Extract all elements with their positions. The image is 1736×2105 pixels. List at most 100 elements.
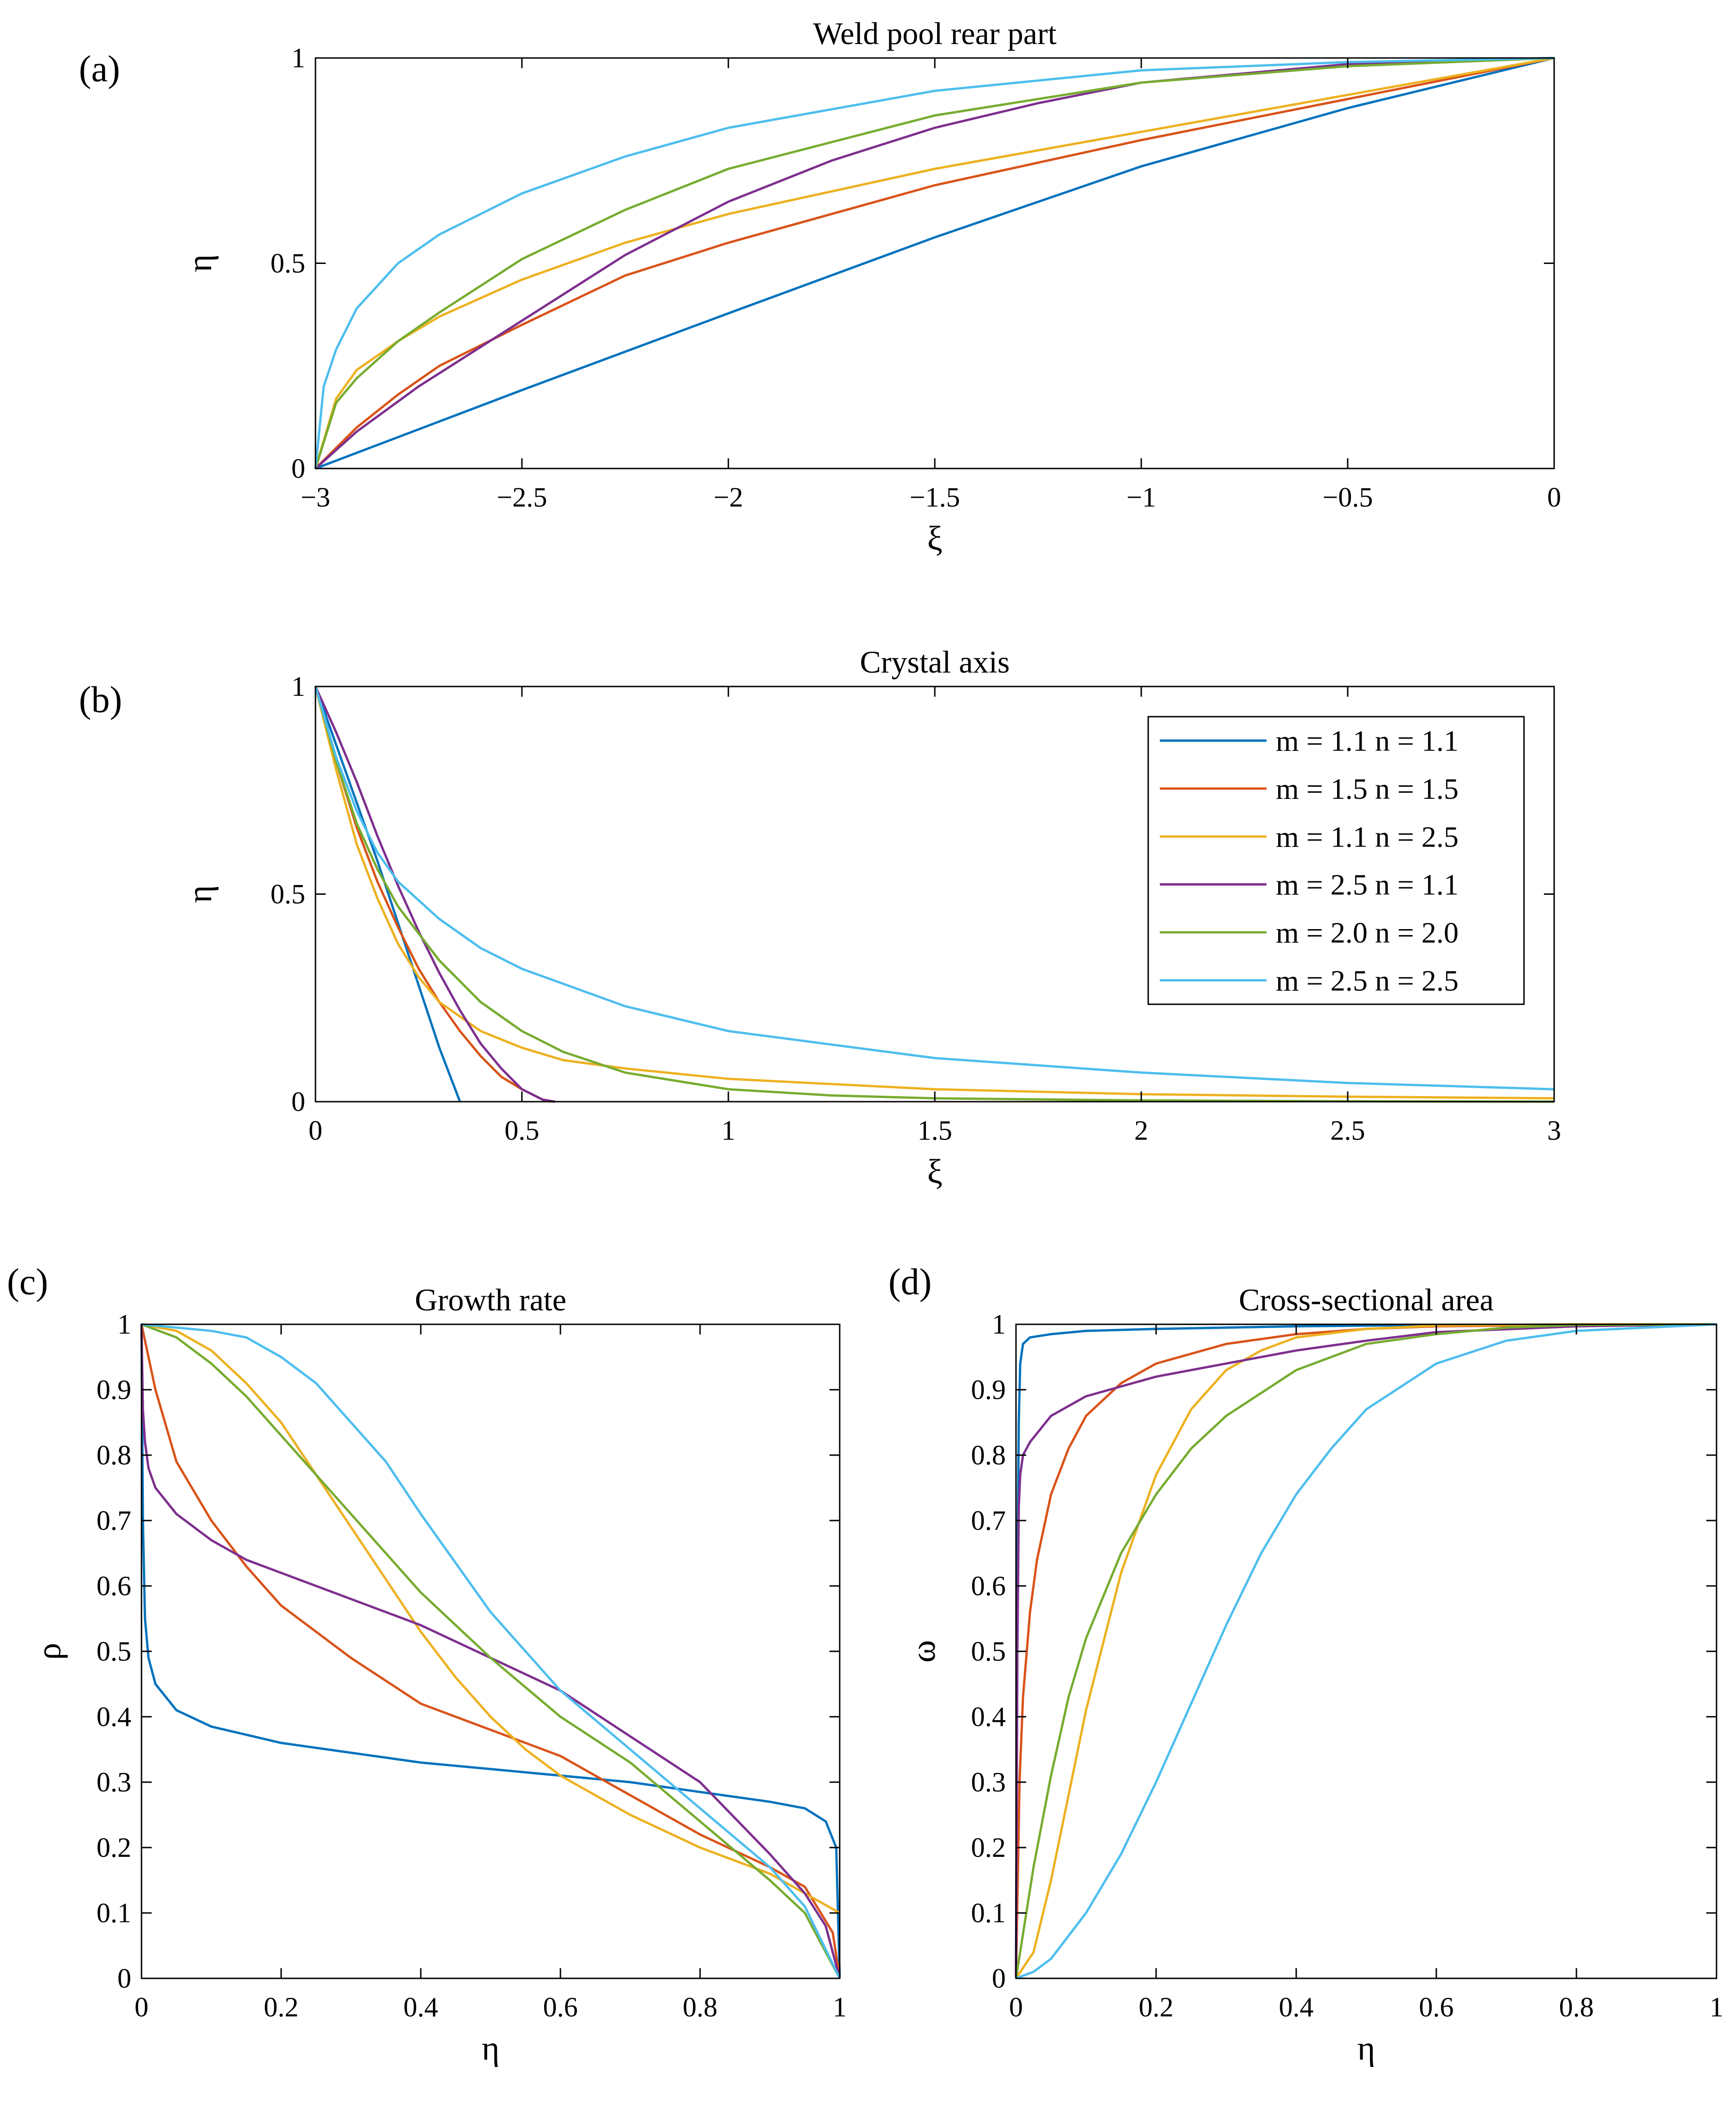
legend-label-3: m = 1.1 n = 2.5: [1276, 820, 1459, 853]
axes-box-c: [141, 1323, 841, 1979]
y-axis-label-d: ω: [905, 1640, 943, 1663]
x-tick-label: −3: [301, 482, 330, 513]
series-line-d-1: [1015, 1323, 1717, 1979]
legend-label-5: m = 2.0 n = 2.0: [1276, 916, 1459, 949]
panel-label-c: (c): [7, 1262, 48, 1303]
x-tick-label: −1.5: [910, 482, 960, 513]
chart-title-c: Growth rate: [415, 1282, 566, 1317]
y-tick-label: 0.9: [96, 1374, 131, 1405]
x-tick-label: 0.5: [505, 1115, 540, 1146]
x-tick-label: 0: [1009, 1992, 1023, 2022]
x-tick-label: 2.5: [1331, 1115, 1365, 1146]
series-line-c-5: [141, 1323, 841, 1979]
y-tick-label: 0: [291, 453, 305, 484]
series-line-c-1: [140, 1324, 841, 1979]
y-tick-label: 1: [291, 43, 305, 73]
legend-label-4: m = 2.5 n = 1.1: [1276, 868, 1459, 901]
series-line-b-6: [314, 686, 1555, 1091]
x-tick-label: 0: [309, 1115, 322, 1146]
legend-label-2: m = 1.5 n = 1.5: [1276, 772, 1459, 805]
y-tick-label: 0.7: [971, 1505, 1006, 1536]
panel-label-d: (d): [888, 1262, 932, 1303]
x-tick-label: 0.4: [1279, 1992, 1314, 2022]
legend-label-1: m = 1.1 n = 1.1: [1276, 725, 1459, 757]
series-line-a-1: [315, 57, 1555, 470]
series-line-c-6: [141, 1323, 841, 1979]
y-axis-label-c: ρ: [30, 1643, 68, 1660]
series-line-a-6: [314, 57, 1555, 469]
y-tick-label: 0.6: [96, 1571, 131, 1601]
y-axis-label-b: η: [181, 885, 219, 903]
axes-box-d: [1015, 1323, 1717, 1979]
series-line-d-2: [1015, 1323, 1717, 1979]
chart-title-a: Weld pool rear part: [813, 16, 1056, 51]
x-tick-label: 1: [721, 1115, 735, 1146]
x-tick-label: −2.5: [497, 482, 547, 513]
x-tick-label: 0.8: [683, 1992, 718, 2022]
y-tick-label: 0.6: [971, 1571, 1006, 1601]
panel-d: 0 0.2 0.4 0.6 0.8 1 0 0.1 0.2 0.3 0.4 0.5 0.6 0.7 0.8 0…: [888, 1262, 1723, 2067]
x-tick-label: 0.6: [1419, 1992, 1454, 2022]
x-tick-label: −2: [714, 482, 743, 513]
series-line-a-2: [315, 57, 1555, 469]
y-tick-label: 0.2: [96, 1832, 131, 1863]
x-tick-label: 0.6: [543, 1992, 578, 2022]
series-line-d-5: [1015, 1323, 1717, 1979]
y-tick-label: 0: [117, 1963, 131, 1994]
y-tick-label: 0.5: [971, 1636, 1006, 1667]
y-tick-label: 1: [291, 671, 305, 702]
x-tick-label: 0.2: [1139, 1992, 1174, 2022]
series-line-b-1: [314, 686, 461, 1102]
y-tick-label: 0.4: [971, 1701, 1006, 1732]
x-tick-label: 1: [1710, 1992, 1723, 2022]
series-line-b-3: [314, 686, 1555, 1100]
series-line-c-4: [140, 1324, 841, 1979]
series-line-a-3: [314, 57, 1555, 469]
y-tick-label: 0.8: [96, 1440, 131, 1470]
panel-b: 0 0.5 1 1.5 2 2.5 3 0 0.5 1 Crystal axis ξ η (b) m = 1…: [79, 644, 1561, 1191]
x-tick-label: 0: [135, 1992, 148, 2022]
y-tick-label: 0.3: [96, 1767, 131, 1797]
y-tick-label: 1: [117, 1309, 131, 1340]
chart-title-d: Cross-sectional area: [1239, 1282, 1493, 1317]
series-line-d-6: [1016, 1323, 1717, 1980]
x-tick-label: 1: [833, 1992, 847, 2022]
series-line-c-2: [140, 1324, 841, 1979]
y-tick-label: 0.5: [96, 1636, 131, 1667]
panel-label-b: (b): [79, 680, 122, 720]
x-tick-label: 0.2: [264, 1992, 299, 2022]
panel-label-a: (a): [79, 49, 120, 90]
legend-box: [1147, 716, 1525, 1005]
x-tick-label: 3: [1547, 1115, 1561, 1146]
x-axis-label-c: η: [482, 2029, 500, 2067]
x-tick-label: 1.5: [918, 1115, 952, 1146]
x-tick-label: 0.4: [404, 1992, 438, 2022]
y-tick-label: 0.4: [96, 1701, 131, 1732]
y-tick-label: 0.1: [96, 1898, 131, 1928]
y-tick-label: 0.8: [971, 1440, 1006, 1470]
y-tick-label: 0.5: [270, 248, 305, 279]
y-tick-label: 0: [291, 1086, 305, 1117]
x-tick-label: 2: [1134, 1115, 1148, 1146]
y-tick-label: 0.2: [971, 1832, 1006, 1863]
y-tick-label: 1: [992, 1309, 1006, 1340]
series-line-b-5: [314, 686, 1555, 1103]
chart-title-b: Crystal axis: [860, 644, 1010, 680]
y-tick-label: 0.3: [971, 1767, 1006, 1797]
y-tick-label: 0.1: [971, 1898, 1006, 1928]
y-axis-label-a: η: [181, 254, 219, 272]
series-line-a-4: [315, 57, 1555, 469]
series-line-b-4: [314, 686, 555, 1103]
legend: m = 1.1 n = 1.1 m = 1.5 n = 1.5 m = 1.1 n …: [1147, 716, 1525, 1005]
panel-c: 0 0.2 0.4 0.6 0.8 1 0 0.1 0.2 0.3 0.4 0.5 0.6 0.7 0.8 0…: [7, 1262, 847, 2067]
series-line-d-3: [1015, 1323, 1717, 1979]
x-tick-label: 0.8: [1559, 1992, 1594, 2022]
legend-label-6: m = 2.5 n = 2.5: [1276, 964, 1459, 997]
y-tick-label: 0.9: [971, 1374, 1006, 1405]
series-line-b-2: [314, 686, 551, 1103]
y-tick-label: 0.7: [96, 1505, 131, 1536]
panel-a: −3 −2.5 −2 −1.5 −1 −0.5 0 0 0.5 1 Weld pool rear p…: [79, 16, 1561, 558]
series-line-a-5: [314, 57, 1555, 469]
x-tick-label: 0: [1547, 482, 1561, 513]
